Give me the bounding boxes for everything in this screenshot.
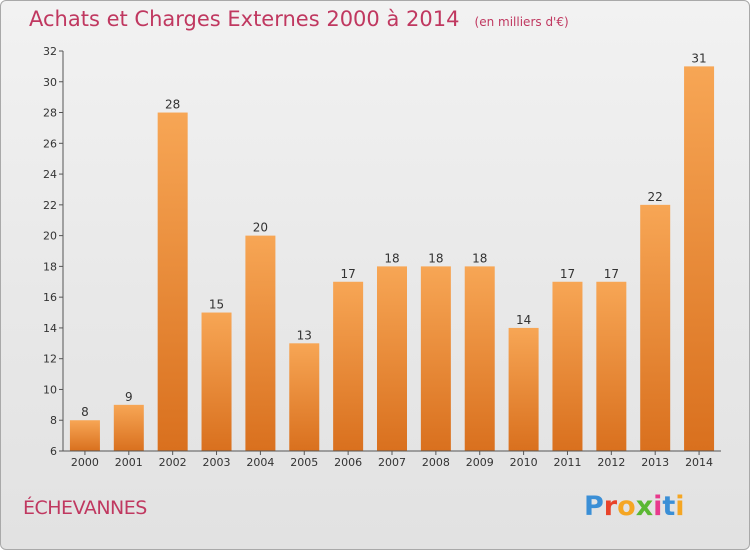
bar-2004 <box>245 235 276 451</box>
y-tick-label-32: 32 <box>43 45 57 58</box>
y-tick-label-6: 6 <box>50 445 57 458</box>
x-tick-label-2008: 2008 <box>422 456 450 469</box>
bar-2013 <box>640 204 671 451</box>
x-tick-label-2001: 2001 <box>115 456 143 469</box>
y-tick-label-8: 8 <box>50 414 57 427</box>
logo-letter: i <box>653 491 663 522</box>
data-label-2014: 31 <box>691 51 706 65</box>
chart-title: Achats et Charges Externes 2000 à 2014 <box>29 7 460 31</box>
data-label-2003: 15 <box>209 298 224 312</box>
logo-letter: o <box>617 491 636 522</box>
y-tick-label-26: 26 <box>43 137 57 150</box>
data-label-2001: 9 <box>125 390 133 404</box>
x-tick-label-2006: 2006 <box>334 456 362 469</box>
logo-letter: i <box>675 491 685 522</box>
data-label-2008: 18 <box>428 251 443 265</box>
bar-2008 <box>420 266 451 451</box>
bar-2006 <box>333 281 364 451</box>
y-tick-label-10: 10 <box>43 383 57 396</box>
data-label-2004: 20 <box>253 221 268 235</box>
y-tick-label-14: 14 <box>43 322 57 335</box>
y-tick-label-20: 20 <box>43 230 57 243</box>
y-tick-label-12: 12 <box>43 353 57 366</box>
data-label-2006: 17 <box>340 267 355 281</box>
commune-name: ÉCHEVANNES <box>23 497 147 519</box>
data-label-2007: 18 <box>384 251 399 265</box>
bar-2012 <box>596 281 627 451</box>
x-tick-label-2014: 2014 <box>685 456 713 469</box>
x-tick-label-2011: 2011 <box>553 456 581 469</box>
logo-letter: P <box>584 491 604 522</box>
x-tick-label-2005: 2005 <box>290 456 318 469</box>
y-tick-label-30: 30 <box>43 76 57 89</box>
x-tick-label-2000: 2000 <box>71 456 99 469</box>
y-tick-label-18: 18 <box>43 260 57 273</box>
logo-letter: x <box>635 491 654 522</box>
data-label-2002: 28 <box>165 98 180 112</box>
proxiti-logo[interactable]: Proxiti <box>584 491 685 522</box>
bar-2014 <box>684 66 715 451</box>
x-tick-label-2010: 2010 <box>510 456 538 469</box>
x-tick-label-2012: 2012 <box>597 456 625 469</box>
data-label-2010: 14 <box>516 313 531 327</box>
bar-2009 <box>464 266 495 451</box>
data-label-2005: 13 <box>297 328 312 342</box>
y-tick-label-24: 24 <box>43 168 57 181</box>
x-tick-label-2007: 2007 <box>378 456 406 469</box>
bars-layer: 8 9 28 15 20 13 17 18 18 18 14 17 17 22 31 <box>69 51 715 452</box>
data-label-2011: 17 <box>560 267 575 281</box>
x-tick-label-2013: 2013 <box>641 456 669 469</box>
x-tick-label-2004: 2004 <box>246 456 274 469</box>
y-tick-label-22: 22 <box>43 199 57 212</box>
x-tick-label-2009: 2009 <box>466 456 494 469</box>
axes-layer: 2000 2001 2002 2003 2004 2005 2006 2007 2008 2009… <box>43 45 721 469</box>
bar-2001 <box>113 404 144 451</box>
bar-2005 <box>289 343 320 451</box>
bar-2007 <box>377 266 407 451</box>
bar-2011 <box>552 281 583 451</box>
y-tick-label-28: 28 <box>43 107 57 120</box>
logo-letter: t <box>662 491 676 522</box>
title-row: Achats et Charges Externes 2000 à 2014 (… <box>29 7 569 31</box>
y-tick-label-16: 16 <box>43 291 57 304</box>
data-label-2009: 18 <box>472 251 487 265</box>
bar-2010 <box>508 327 539 451</box>
bar-2002 <box>157 112 188 452</box>
bar-2003 <box>201 312 232 451</box>
logo-letter: r <box>603 491 618 522</box>
chart-subtitle: (en milliers d'€) <box>474 15 569 29</box>
x-tick-label-2003: 2003 <box>203 456 231 469</box>
data-label-2013: 22 <box>648 190 663 204</box>
bar-2000 <box>69 420 100 451</box>
data-label-2012: 17 <box>604 267 619 281</box>
x-tick-label-2002: 2002 <box>159 456 187 469</box>
data-label-2000: 8 <box>81 405 89 419</box>
